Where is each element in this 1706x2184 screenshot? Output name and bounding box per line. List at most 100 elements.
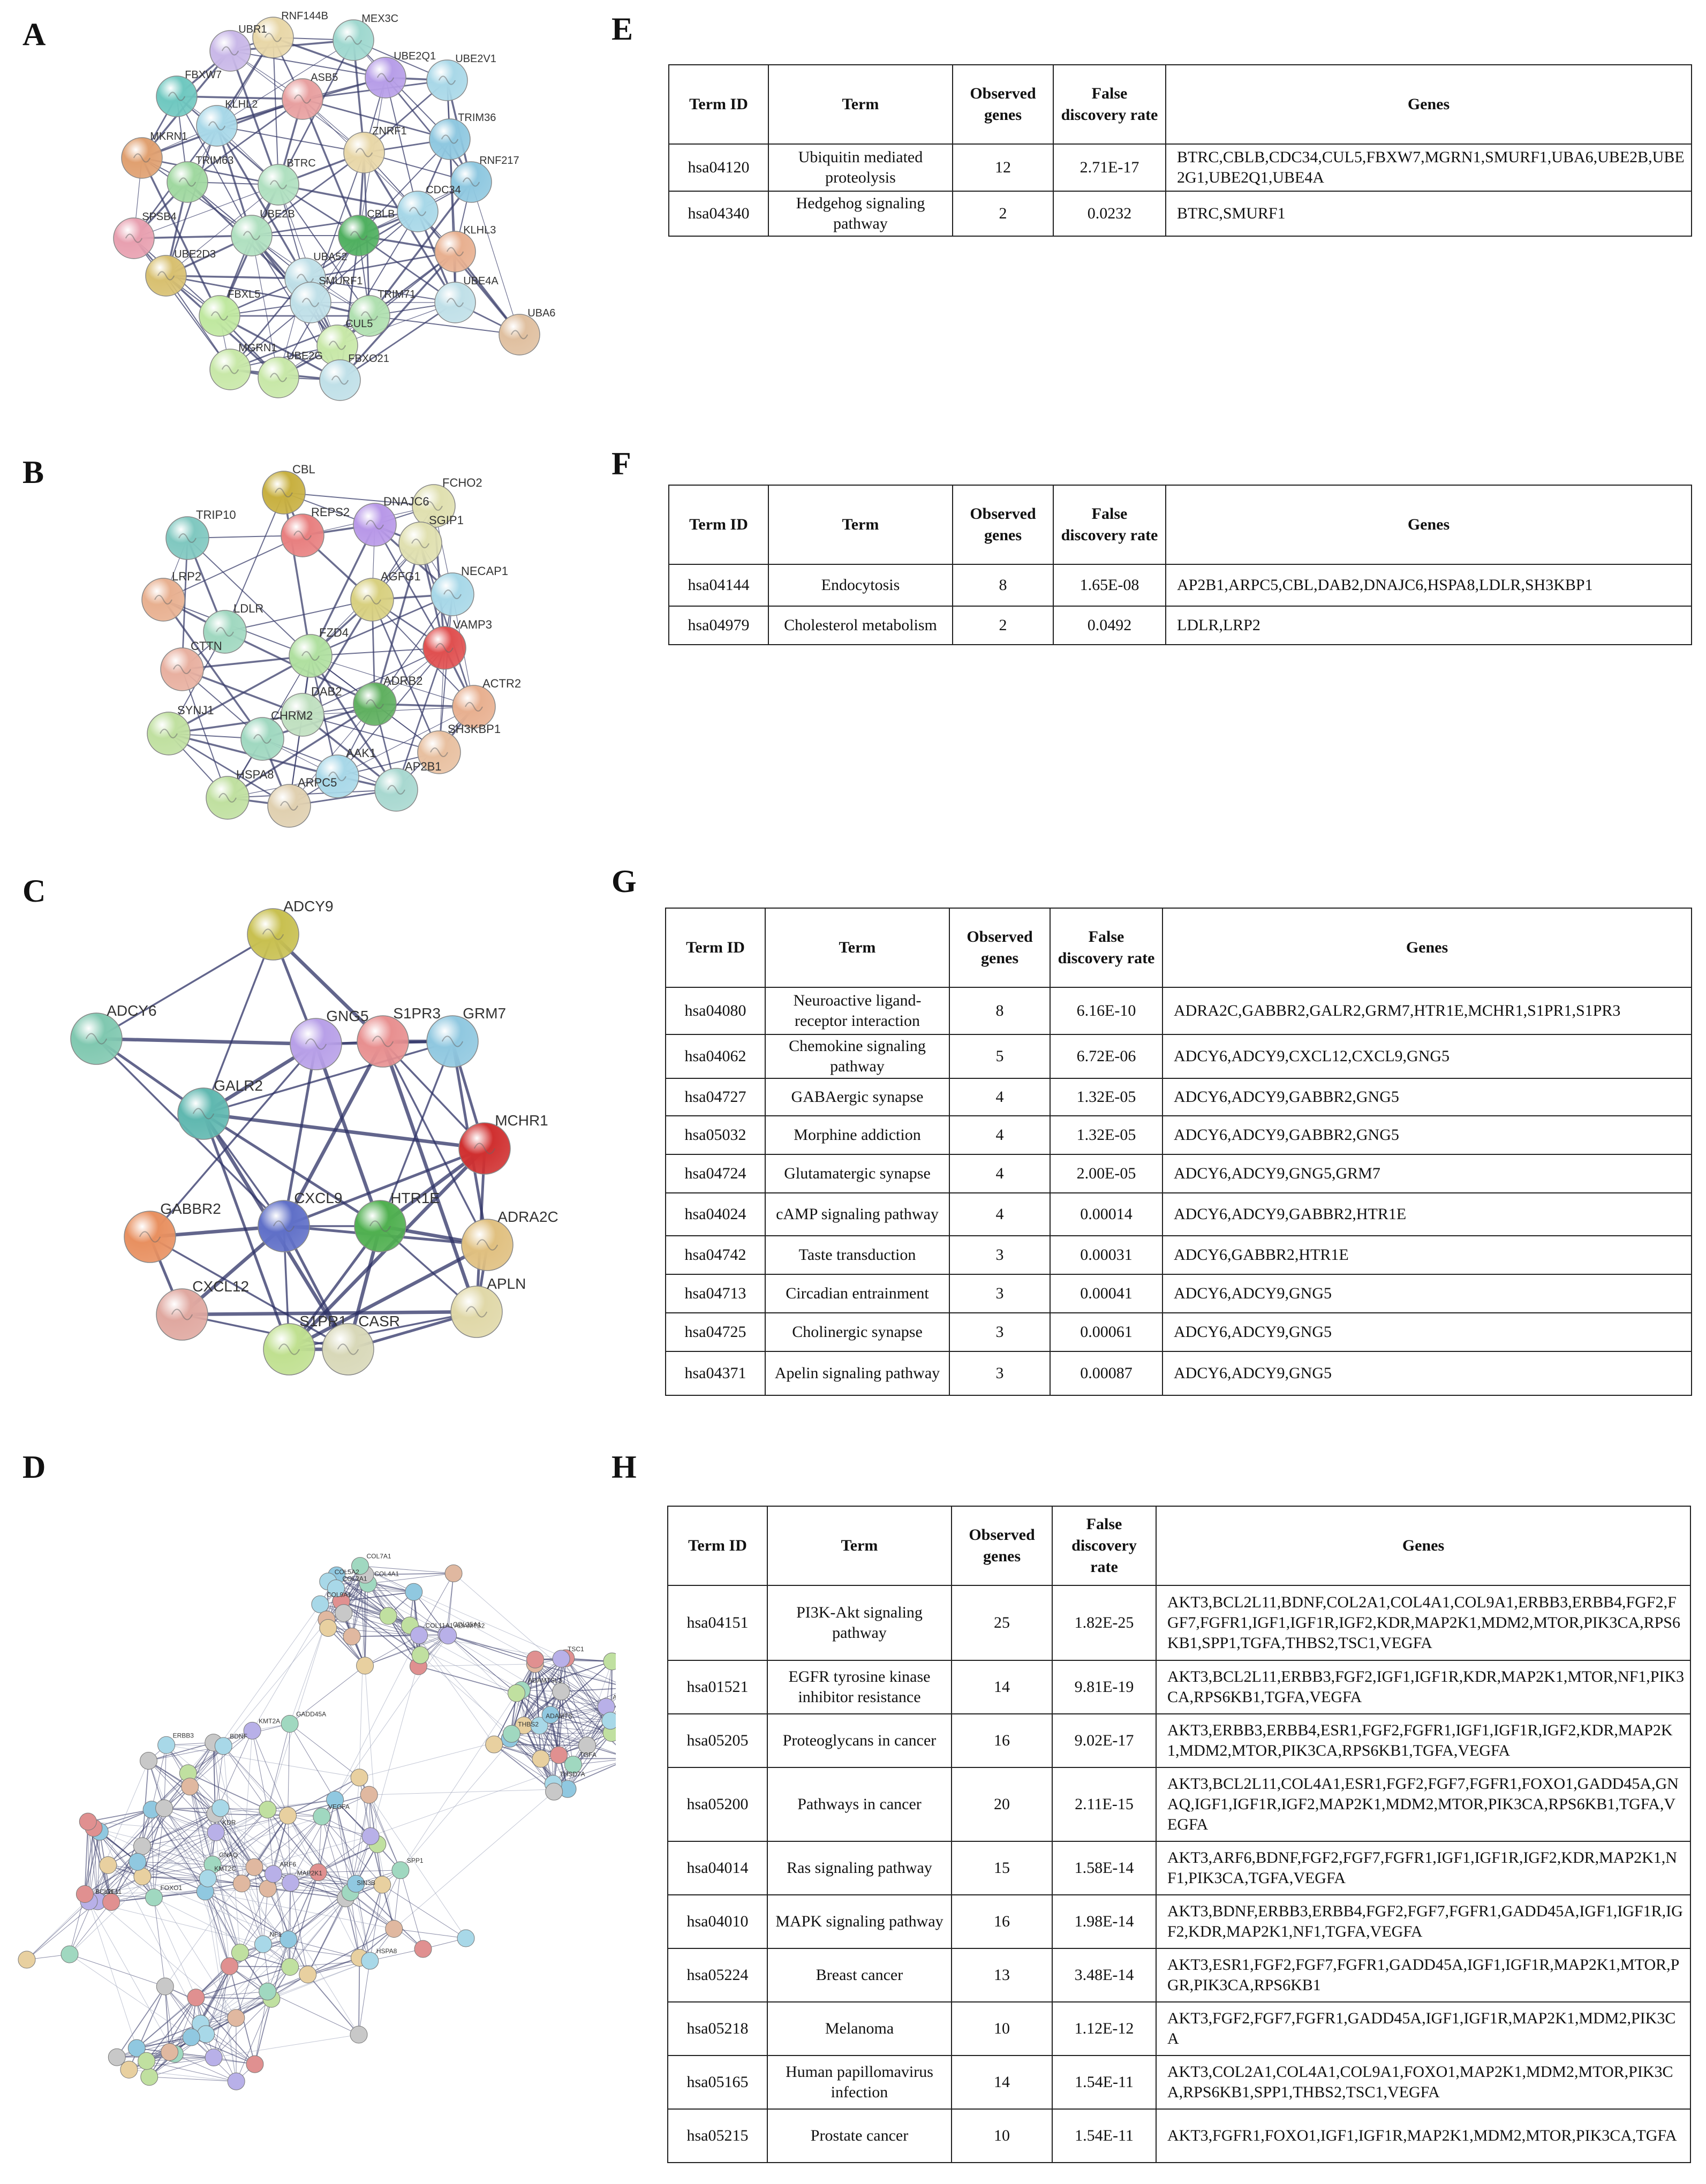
node-fzd4: FZD4 — [289, 626, 349, 678]
node-circle — [181, 1778, 199, 1796]
node-circle — [79, 1812, 97, 1831]
network-edge — [214, 2034, 359, 2058]
genes-cell: AKT3,BCL2L11,BDNF,COL2A1,COL4A1,COL9A1,E… — [1156, 1585, 1691, 1661]
node-structure-icon — [331, 375, 349, 385]
term-cell: GABAergic synapse — [765, 1078, 950, 1116]
network-edge — [359, 1738, 510, 1778]
node-structure-icon — [168, 92, 186, 101]
term-id-cell: hsa04371 — [665, 1351, 766, 1396]
network-edge — [345, 1898, 395, 1930]
node-sgip1: SGIP1 — [398, 513, 464, 565]
network-edge — [142, 1816, 322, 1877]
network-edge — [252, 1730, 288, 1816]
table-f: Term ID Term Observed genes False discov… — [668, 485, 1692, 645]
network-edge — [88, 1760, 149, 1902]
network-edge — [301, 99, 360, 236]
network-edge — [339, 301, 456, 381]
node-klhl3: KLHL3 — [434, 224, 496, 273]
term-cell: Chemokine signaling pathway — [765, 1034, 950, 1079]
node-label: CXCL12 — [192, 1278, 249, 1295]
network-edge — [164, 1986, 214, 2058]
network-edge — [289, 1665, 365, 1724]
node-ap2b1: AP2B1 — [374, 760, 442, 812]
network-edge — [84, 1827, 94, 1894]
network-edge — [69, 1954, 192, 2038]
network-edge — [369, 1948, 424, 1961]
term-id-cell: hsa04340 — [668, 191, 769, 237]
network-edge — [220, 1808, 288, 1816]
header-observed: Observed genes — [952, 64, 1054, 145]
node-trim63: TRIM63 — [167, 155, 233, 203]
fdr-cell: 6.72E-06 — [1050, 1034, 1163, 1079]
genes-cell: LDLR,LRP2 — [1165, 606, 1692, 645]
node-dnajc6: DNAJC6 — [353, 495, 429, 547]
network-edge — [439, 594, 453, 753]
network-edge — [215, 1832, 268, 1889]
node-label: KLHL2 — [225, 99, 258, 110]
panel-label-h: H — [612, 1449, 637, 1485]
node-label-gnaq: GNAQ — [219, 1851, 238, 1858]
node-circle — [205, 2049, 223, 2067]
node-structure-icon — [305, 1038, 327, 1050]
node-galr2: GALR2 — [177, 1077, 263, 1140]
node-structure-icon — [210, 311, 229, 321]
node-structure-icon — [473, 1143, 496, 1154]
node-label: TRIM36 — [458, 112, 496, 124]
network-edge — [288, 1243, 488, 1351]
node-trim36: TRIM36 — [429, 112, 496, 160]
node-label: BTRC — [286, 157, 315, 169]
network-edge — [360, 1566, 535, 1660]
node-label: CBLB — [367, 208, 395, 220]
node-structure-icon — [160, 729, 178, 738]
term-id-cell: hsa05032 — [665, 1115, 766, 1155]
node-label: AGFG1 — [381, 570, 421, 583]
network-edge — [535, 1659, 616, 1684]
network-edge — [374, 524, 446, 648]
fdr-cell: 1.54E-11 — [1052, 2055, 1157, 2110]
node-structure-icon — [293, 710, 312, 720]
network-edge — [111, 1878, 208, 1902]
header-genes: Genes — [1156, 1506, 1691, 1586]
node-circle — [361, 1827, 380, 1845]
node-structure-icon — [85, 1033, 108, 1045]
node-circle — [99, 1856, 117, 1874]
network-edge — [216, 40, 354, 126]
network-edge — [288, 1724, 290, 1816]
network-edge — [318, 1870, 401, 1873]
node-circle — [120, 2060, 138, 2079]
node-structure-icon — [178, 533, 197, 543]
network-edge — [384, 77, 472, 183]
network-edge — [310, 211, 418, 303]
network-edge — [133, 238, 231, 370]
genes-cell: ADCY6,GABBR2,HTR1E — [1162, 1235, 1692, 1275]
node-label-kmt2a: KMT2A — [259, 1717, 280, 1725]
network-edge — [85, 1891, 206, 1895]
node-circle — [214, 1737, 232, 1755]
network-edge — [273, 37, 279, 185]
network-edge — [224, 599, 373, 632]
network-d: COL9A1 COL25A1 COL4A1 COL5A2 COL11A1 COL7A1 CO… — [5, 1478, 616, 2120]
network-edge — [137, 1808, 221, 1862]
node-cbl: CBL — [262, 463, 315, 515]
node-ube2q1: UBE2Q1 — [365, 50, 436, 99]
observed-cell: 12 — [952, 143, 1054, 192]
network-edge — [334, 1800, 357, 1884]
network-edge — [360, 1566, 454, 1574]
node-mkrn1: MKRN1 — [121, 131, 187, 179]
term-cell: Breast cancer — [767, 1948, 952, 2002]
network-edge — [318, 1800, 336, 1873]
header-term: Term — [768, 485, 953, 565]
node-structure-icon — [243, 231, 261, 240]
network-edge — [511, 1733, 587, 1746]
node-structure-icon — [369, 1220, 391, 1232]
network-edge — [283, 1147, 485, 1228]
observed-cell: 3 — [949, 1235, 1051, 1275]
network-edge — [99, 1809, 152, 1832]
node-label: DAB2 — [311, 685, 342, 698]
observed-cell: 14 — [951, 1660, 1053, 1714]
network-edge — [336, 1588, 522, 1690]
network-edge — [420, 1654, 512, 1734]
node-label: KLHL3 — [463, 224, 496, 236]
table-row: hsa05205 Proteoglycans in cancer 16 9.02E-1… — [667, 1713, 1691, 1768]
network-edge — [230, 50, 386, 78]
